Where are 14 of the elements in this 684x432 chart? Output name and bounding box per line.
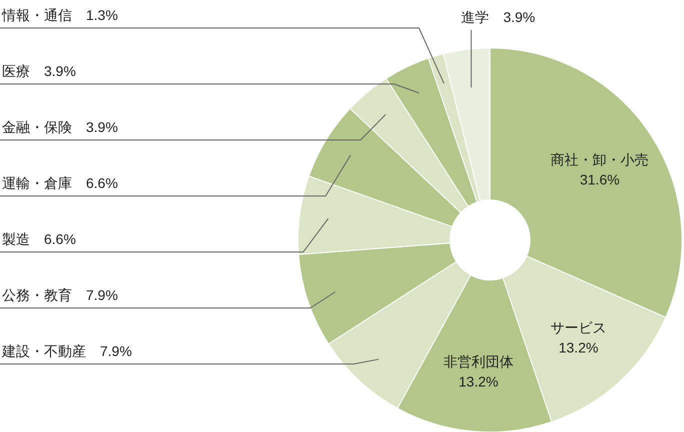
slice-label: 情報・通信 1.3% — [1, 7, 118, 23]
slice-label: 医療 3.9% — [2, 63, 76, 79]
slice-label: 金融・保険 3.9% — [2, 119, 118, 135]
slice-label: 建設・不動産 7.9% — [1, 343, 132, 359]
slice-label: 商社・卸・小売 — [550, 151, 649, 168]
slice-label: 公務・教育 7.9% — [2, 287, 118, 303]
slice-label: 運輸・倉庫 6.6% — [2, 175, 118, 191]
slice-label: 進学 3.9% — [461, 9, 536, 25]
data-label: 13.2% — [558, 340, 598, 356]
slice-label: サービス — [550, 320, 606, 336]
slice-label: 非営利団体 — [443, 353, 514, 370]
data-label: 31.6% — [580, 171, 620, 188]
slice-label: 製造 6.6% — [2, 231, 76, 247]
data-label: 13.2% — [458, 373, 498, 390]
